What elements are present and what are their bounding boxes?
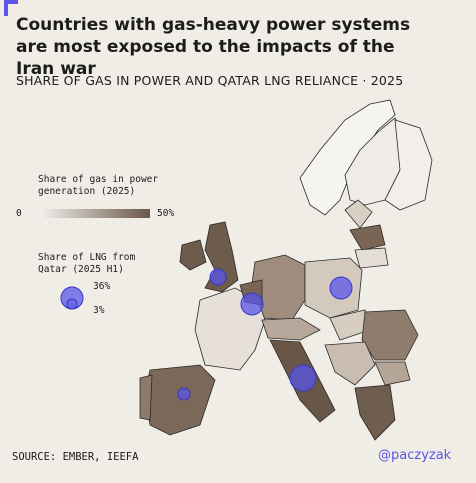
legend-label: 36% bbox=[93, 281, 111, 292]
handle: @paczyzak bbox=[378, 448, 452, 463]
legend-label: 3% bbox=[93, 305, 105, 316]
lng-bubbles bbox=[60, 268, 353, 401]
source: SOURCE: EMBER, IEEFA bbox=[12, 451, 139, 463]
title: Countries with gas-heavy power systems a… bbox=[16, 15, 411, 79]
accent bbox=[4, 0, 18, 16]
subtitle: SHARE OF GAS IN POWER AND QATAR LNG RELI… bbox=[16, 73, 404, 88]
gas-scale bbox=[38, 209, 150, 218]
legend-title: Share of gas in power generation (2025) bbox=[38, 174, 159, 197]
legend-label: 50% bbox=[157, 208, 175, 219]
legend-label: 0 bbox=[16, 208, 22, 219]
legend-title: Share of LNG from Qatar (2025 H1) bbox=[38, 252, 136, 275]
